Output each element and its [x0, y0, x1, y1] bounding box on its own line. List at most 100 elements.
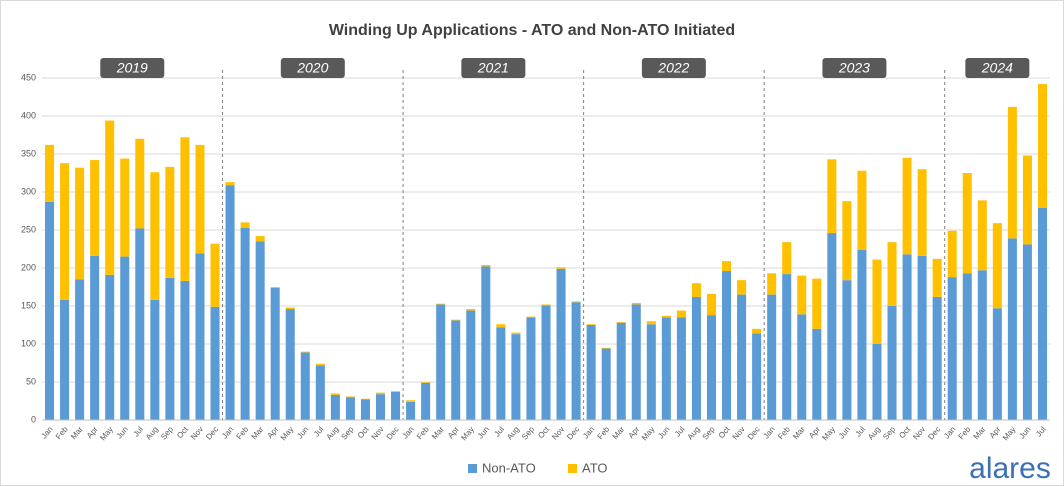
- bar-segment: [466, 310, 476, 420]
- bar-segment: [571, 302, 581, 420]
- bar-segment: [150, 172, 160, 300]
- year-label: 2021: [477, 60, 509, 76]
- bar-segment: [240, 227, 250, 420]
- bar-segment: [797, 314, 807, 420]
- bar-segment: [120, 158, 130, 257]
- year-label: 2019: [116, 60, 148, 76]
- legend-swatch: [468, 464, 477, 473]
- bar-segment: [962, 273, 972, 420]
- bar-segment: [827, 233, 837, 420]
- year-label: 2023: [838, 60, 870, 76]
- bar-segment: [752, 328, 762, 334]
- bar-segment: [977, 200, 987, 271]
- bar-segment: [240, 222, 250, 228]
- bar-segment: [857, 249, 867, 420]
- bar-segment: [646, 324, 656, 420]
- bar-segment: [391, 391, 401, 392]
- bar-segment: [601, 348, 611, 420]
- bar-segment: [360, 398, 370, 400]
- y-tick-label: 100: [21, 338, 36, 348]
- bar-segment: [842, 280, 852, 420]
- bar-segment: [451, 319, 461, 321]
- bar-segment: [722, 261, 732, 272]
- bar-segment: [436, 304, 446, 420]
- bar-segment: [330, 393, 340, 395]
- bar-segment: [902, 254, 912, 420]
- bar-segment: [767, 294, 777, 420]
- bar-segment: [210, 243, 220, 307]
- bar-segment: [571, 301, 581, 303]
- bar-segment: [1022, 244, 1032, 420]
- bar-segment: [917, 169, 927, 256]
- bar-segment: [977, 270, 987, 420]
- bar-segment: [165, 166, 175, 278]
- bar-segment: [255, 236, 265, 242]
- bar-segment: [481, 264, 491, 267]
- year-badge: [280, 58, 345, 78]
- bar-segment: [451, 320, 461, 420]
- bar-segment: [496, 327, 506, 420]
- bar-segment: [691, 296, 701, 420]
- bar-segment: [1007, 238, 1017, 420]
- bar-segment: [45, 144, 55, 202]
- bar-segment: [616, 322, 626, 420]
- bar-segment: [436, 303, 446, 305]
- bar-segment: [270, 287, 280, 420]
- legend-label: Non-ATO: [482, 460, 536, 475]
- bar-segment: [360, 399, 370, 420]
- bar-segment: [406, 401, 416, 420]
- bar-segment: [947, 277, 957, 420]
- bar-segment: [706, 315, 717, 420]
- bar-segment: [1037, 84, 1047, 208]
- year-badge: [822, 58, 887, 78]
- bar-segment: [195, 253, 205, 420]
- bar-segment: [812, 328, 822, 420]
- bar-segment: [676, 317, 686, 420]
- bar-segment: [135, 138, 145, 229]
- bar-segment: [391, 391, 401, 420]
- bar-segment: [511, 332, 521, 335]
- chart-title: Winding Up Applications - ATO and Non-AT…: [329, 22, 735, 39]
- bar-segment: [315, 365, 325, 420]
- bar-segment: [90, 255, 100, 420]
- bar-segment: [195, 144, 205, 254]
- bar-segment: [180, 280, 190, 420]
- bar-segment: [917, 255, 927, 420]
- year-badge: [100, 58, 165, 78]
- bar-segment: [150, 299, 160, 420]
- bar-segment: [285, 309, 295, 420]
- bar-segment: [421, 382, 431, 420]
- bar-segment: [345, 397, 355, 420]
- bar-segment: [992, 308, 1002, 420]
- bar-segment: [90, 160, 100, 256]
- bar-segment: [120, 256, 130, 420]
- y-tick-label: 400: [21, 110, 36, 120]
- bar-segment: [375, 394, 386, 420]
- bar-segment: [932, 296, 942, 420]
- bar-segment: [962, 173, 972, 274]
- bar-segment: [135, 228, 145, 420]
- bar-segment: [270, 287, 280, 288]
- y-tick-label: 450: [21, 72, 36, 82]
- year-badge: [965, 58, 1030, 78]
- bar-segment: [902, 157, 912, 255]
- bar-segment: [345, 396, 355, 398]
- bar-segment: [225, 185, 235, 420]
- year-label: 2020: [296, 60, 328, 76]
- bar-segment: [180, 137, 190, 281]
- y-tick-label: 150: [21, 300, 36, 310]
- bar-segment: [842, 201, 852, 281]
- bar-segment: [375, 392, 386, 395]
- bar-segment: [722, 271, 732, 420]
- bar-segment: [255, 241, 265, 420]
- bar-segment: [511, 334, 521, 420]
- year-label: 2024: [981, 60, 1013, 76]
- bar-segment: [661, 317, 671, 420]
- bar-segment: [466, 309, 476, 311]
- bar-segment: [887, 242, 897, 306]
- bar-segment: [75, 279, 85, 420]
- year-badge: [461, 58, 526, 78]
- bar-segment: [782, 242, 792, 275]
- bar-segment: [661, 315, 671, 318]
